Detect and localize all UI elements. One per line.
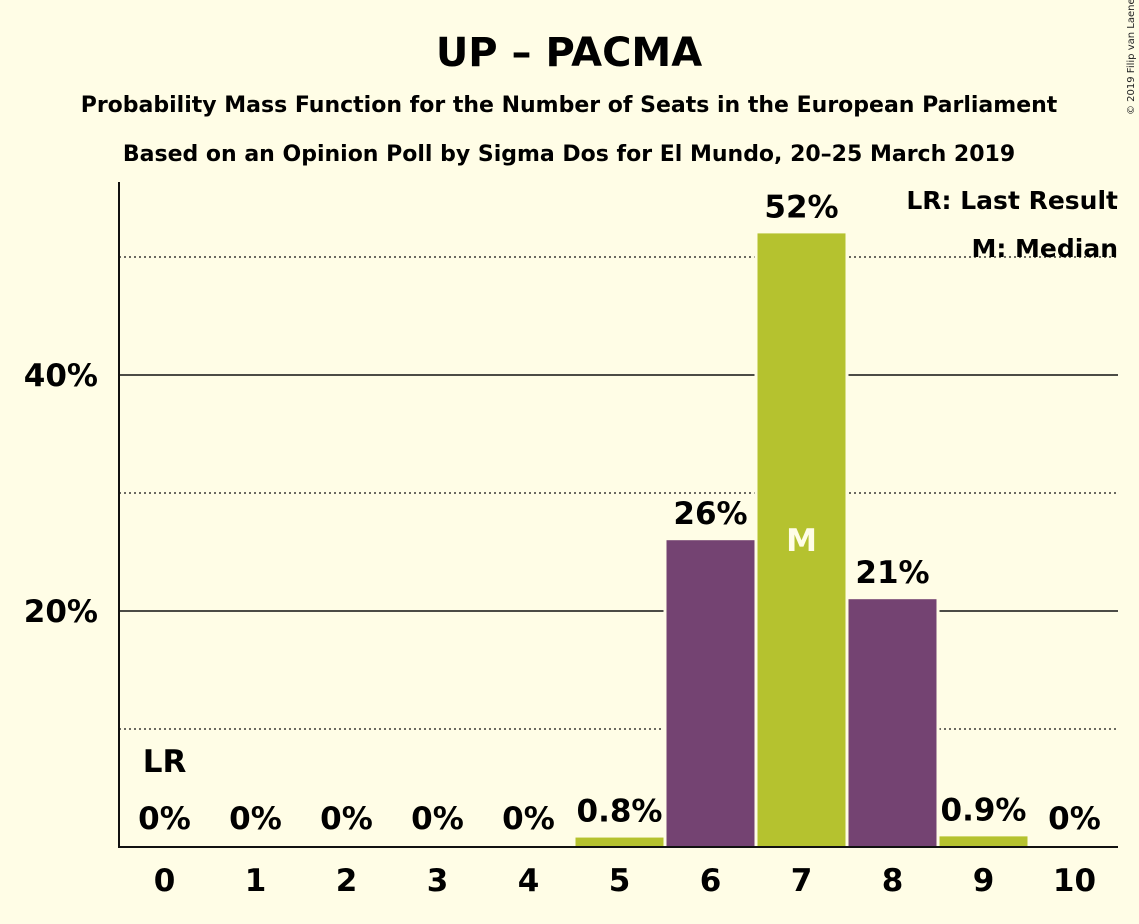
chart-subtitle-2: Based on an Opinion Poll by Sigma Dos fo… [123,142,1015,167]
x-tick-label: 9 [973,863,995,899]
x-tick-label: 7 [791,863,813,899]
bars [572,230,1031,847]
bar-seat-9 [939,836,1028,847]
bar-seat-5 [575,837,664,847]
data-label: 0% [411,801,464,837]
x-tick-label: 0 [154,863,176,899]
legend-last-result: LR: Last Result [906,186,1118,215]
axes: 20% 40% 0 1 2 3 4 5 6 7 8 9 10 [24,182,1118,899]
x-tick-label: 6 [700,863,722,899]
data-label: 52% [764,189,838,225]
x-tick-label: 8 [882,863,904,899]
data-label: 0% [1048,801,1101,837]
bar-seat-6 [666,540,755,847]
data-label: 0% [229,801,282,837]
chart-title: UP – PACMA [436,30,702,76]
x-tick-label: 5 [609,863,631,899]
bar-seat-7 [757,233,846,847]
x-tick-label: 4 [518,863,540,899]
copyright-text: © 2019 Filip van Laenen [1126,0,1137,115]
legend-median: M: Median [971,234,1118,263]
gridlines [119,256,1118,730]
x-tick-label: 10 [1053,863,1096,899]
x-tick-label: 1 [245,863,267,899]
bar-seat-8 [848,599,937,847]
data-label: 0.8% [577,794,663,830]
data-label: 0% [138,801,191,837]
data-label: 26% [673,496,747,532]
data-label: 0% [320,801,373,837]
data-labels: 0% 0% 0% 0% 0% 0.8% 26% 52% 21% 0.9% 0% LR M [138,189,1101,837]
data-label: 21% [855,555,929,591]
x-tick-label: 2 [336,863,358,899]
y-tick-label: 40% [24,358,98,394]
data-label: 0.9% [941,792,1027,828]
x-tick-label: 3 [427,863,449,899]
last-result-marker: LR [143,744,187,780]
y-tick-label: 20% [24,594,98,630]
median-marker: M [786,523,817,559]
data-label: 0% [502,801,555,837]
chart-subtitle-1: Probability Mass Function for the Number… [81,93,1058,118]
